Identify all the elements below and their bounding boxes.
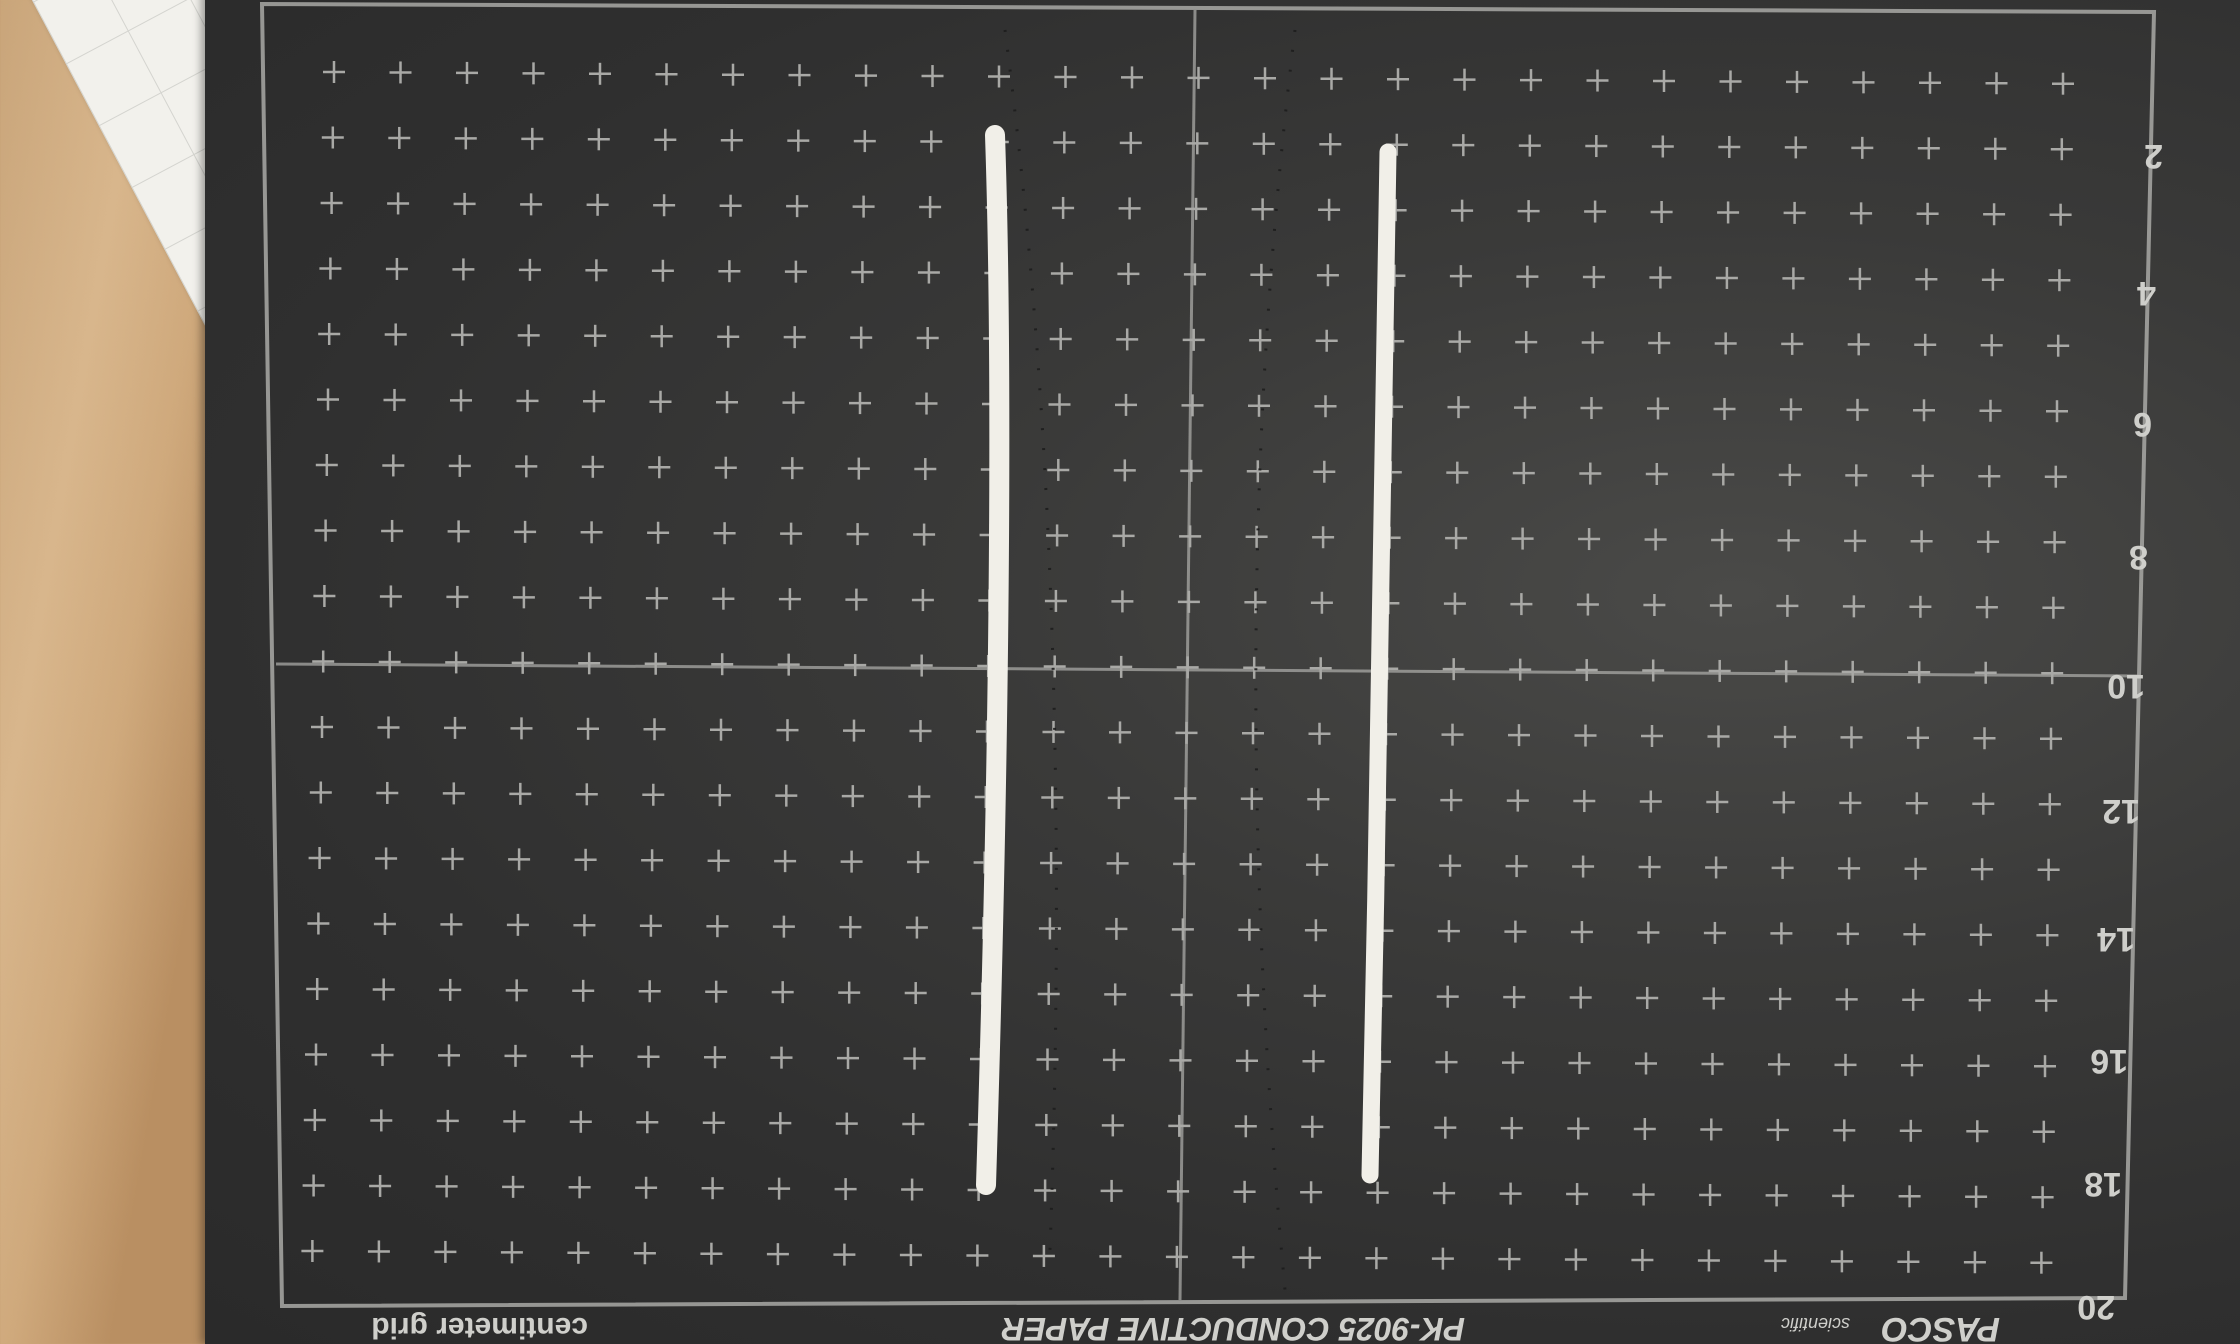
center-horizontal-axis	[275, 662, 2141, 678]
scale-number-10: 10	[2107, 667, 2145, 705]
grid-crosses	[301, 61, 2074, 1274]
scale-number-14: 14	[2097, 920, 2135, 958]
left-electrode-line	[976, 125, 1010, 1195]
scale-number-2: 2	[2144, 137, 2163, 175]
grid-border-frame	[259, 1, 2157, 1309]
scale-number-8: 8	[2129, 538, 2148, 576]
conductive-paper-board	[205, 0, 2240, 1344]
brand-logo-text: PASCO	[1882, 1310, 2000, 1344]
scale-number-20: 20	[2077, 1288, 2115, 1326]
brand-sub-text: scientific	[1781, 1314, 1850, 1334]
scale-number-16: 16	[2090, 1042, 2128, 1080]
grid-label: centimeter grid	[371, 1311, 588, 1344]
left-scale-numbers: 2 4 6 8 10 12 14 16 18 20	[2077, 137, 2163, 1326]
scale-number-4: 4	[2137, 274, 2156, 312]
scale-number-12: 12	[2102, 792, 2140, 830]
scale-number-18: 18	[2084, 1165, 2122, 1203]
product-label: PK-9025 CONDUCTIVE PAPER	[1001, 1311, 1465, 1344]
center-vertical-axis	[1178, 9, 1197, 1301]
right-electrode-line	[1361, 143, 1397, 1184]
scale-number-6: 6	[2133, 405, 2152, 443]
